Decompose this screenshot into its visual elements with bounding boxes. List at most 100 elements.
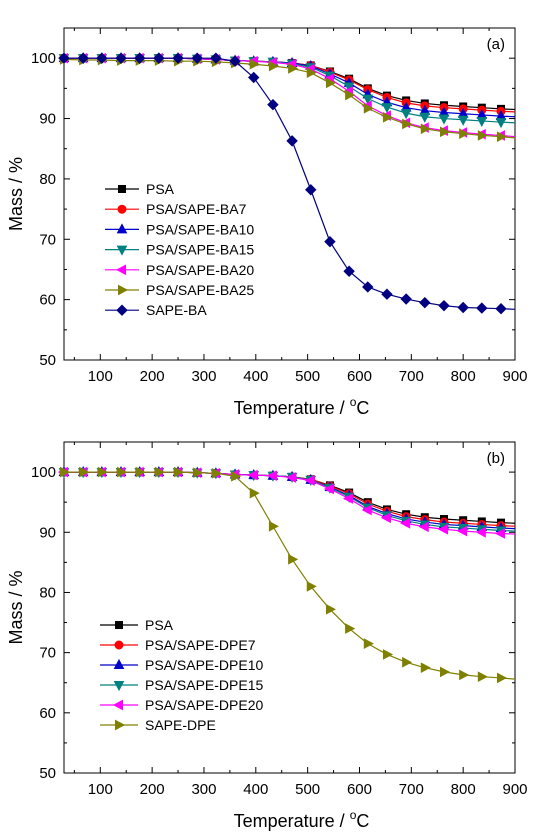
legend-label: SAPE-BA: [146, 302, 207, 318]
y-tick-label: 60: [39, 292, 56, 309]
data-point: [420, 662, 431, 674]
legend-item: PSA/SAPE-DPE7: [100, 637, 256, 653]
data-point: [77, 52, 89, 64]
y-tick-label: 70: [39, 231, 56, 248]
x-tick-label: 600: [347, 368, 372, 385]
x-tick-label: 200: [140, 781, 165, 798]
data-point: [306, 581, 317, 592]
legend-item: SAPE-BA: [105, 302, 207, 318]
data-point: [363, 102, 374, 114]
data-point: [381, 103, 393, 114]
legend-marker: [113, 681, 125, 692]
legend-item: PSA/SAPE-BA7: [105, 201, 247, 217]
data-point: [266, 470, 277, 482]
data-point: [420, 123, 431, 135]
data-point: [154, 466, 165, 478]
panel-label: (b): [487, 450, 505, 467]
data-point: [345, 89, 356, 101]
data-point: [477, 671, 488, 683]
data-point: [361, 504, 372, 516]
legend-marker: [112, 699, 123, 711]
data-point: [362, 281, 374, 293]
legend-marker: [118, 185, 126, 193]
data-point: [400, 293, 412, 305]
series-psa-sape-dpe20: [57, 466, 516, 539]
data-point: [288, 63, 299, 74]
x-tick-label: 700: [399, 368, 424, 385]
data-point: [459, 669, 470, 681]
data-point: [247, 469, 258, 481]
legend-marker: [116, 223, 128, 234]
x-tick-label: 400: [243, 781, 268, 798]
data-point: [325, 603, 337, 615]
data-point: [305, 184, 317, 196]
series-line: [64, 57, 516, 310]
legend-marker: [113, 658, 125, 669]
data-point: [60, 466, 71, 478]
legend-label: PSA: [145, 617, 174, 633]
legend-marker: [115, 264, 126, 276]
data-point: [476, 116, 488, 128]
data-point: [191, 52, 203, 64]
data-point: [117, 466, 128, 478]
x-tick-label: 900: [502, 781, 527, 798]
legend-marker: [115, 621, 123, 629]
data-point: [494, 528, 506, 539]
data-point: [174, 466, 185, 478]
legend-label: PSA/SAPE-DPE15: [145, 677, 263, 693]
series-sape-ba: [58, 52, 516, 315]
x-axis-title: Temperature / oC: [234, 808, 370, 831]
legend-item: PSA/SAPE-BA20: [105, 262, 254, 278]
data-point: [249, 487, 260, 499]
data-point: [381, 288, 393, 300]
data-point: [211, 467, 222, 479]
y-tick-label: 100: [31, 50, 56, 67]
x-tick-label: 700: [399, 781, 424, 798]
data-point: [477, 130, 488, 141]
data-point: [286, 472, 297, 483]
legend-marker: [117, 204, 127, 214]
data-point: [96, 52, 108, 64]
legend-label: PSA/SAPE-BA25: [146, 282, 254, 298]
data-point: [439, 666, 451, 678]
data-point: [268, 60, 279, 72]
data-point: [229, 55, 241, 67]
data-point: [437, 523, 448, 535]
data-point: [343, 493, 354, 504]
data-point: [288, 554, 299, 565]
x-tick-label: 500: [295, 781, 320, 798]
legend-label: PSA/SAPE-BA15: [146, 242, 254, 258]
legend-item: PSA/SAPE-DPE15: [100, 677, 263, 693]
legend-item: PSA/SAPE-DPE10: [100, 657, 263, 673]
data-point: [115, 52, 127, 64]
x-axis-title: Temperature / oC: [234, 395, 370, 418]
x-tick-label: 200: [140, 368, 165, 385]
plot-frame: [63, 441, 516, 774]
series-line: [64, 471, 516, 680]
y-axis-title: Mass / %: [6, 570, 26, 644]
data-point: [363, 638, 374, 649]
x-tick-label: 800: [451, 368, 476, 385]
x-tick-label: 300: [191, 368, 216, 385]
legend-marker: [118, 284, 129, 296]
data-point: [345, 623, 356, 634]
x-tick-label: 800: [451, 781, 476, 798]
y-tick-label: 80: [39, 584, 56, 601]
legend-label: PSA/SAPE-BA7: [146, 201, 247, 217]
data-point: [438, 114, 450, 125]
y-tick-label: 70: [39, 645, 56, 662]
legend-marker: [116, 304, 128, 316]
legend-item: PSA/SAPE-BA25: [105, 282, 254, 298]
legend-item: SAPE-DPE: [100, 717, 216, 733]
data-point: [438, 299, 450, 312]
y-tick-label: 90: [39, 111, 56, 128]
data-point: [457, 115, 469, 126]
y-tick-label: 60: [39, 705, 56, 722]
legend-item: PSA/SAPE-BA15: [105, 242, 254, 258]
x-tick-label: 400: [243, 368, 268, 385]
data-point: [418, 521, 429, 533]
legend-item: PSA: [100, 617, 174, 633]
data-point: [402, 118, 413, 130]
data-point: [419, 112, 431, 123]
